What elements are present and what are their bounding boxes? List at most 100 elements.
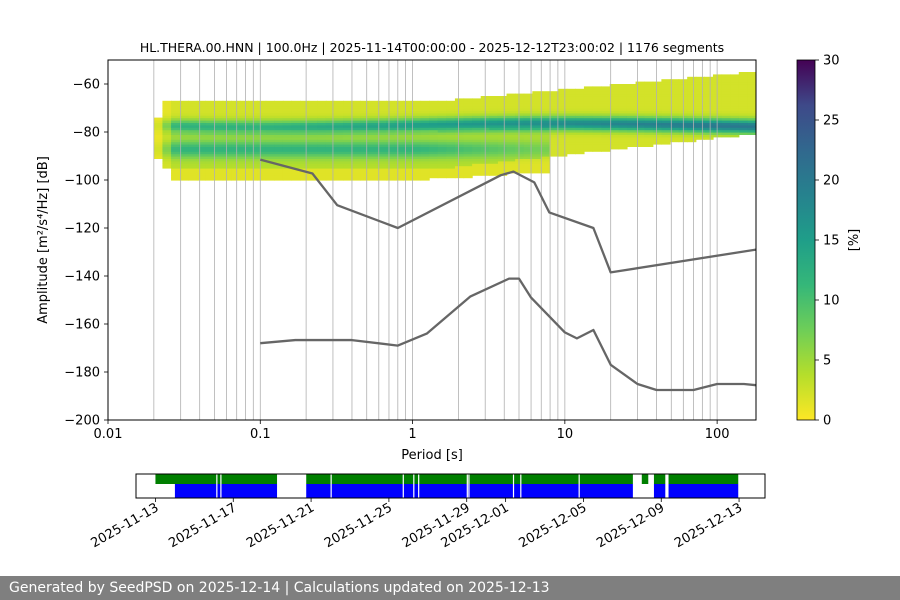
heatmap-cell xyxy=(446,129,456,133)
heatmap-cell xyxy=(687,93,697,97)
heatmap-cell xyxy=(523,112,533,116)
heatmap-cell xyxy=(343,112,353,116)
heatmap-cell xyxy=(626,144,637,147)
heatmap-cell xyxy=(403,105,413,109)
heatmap-cell xyxy=(188,148,198,152)
heatmap-cell xyxy=(171,168,181,171)
heatmap-cell xyxy=(687,127,697,131)
heatmap-cell xyxy=(239,170,250,174)
heatmap-cell xyxy=(644,120,654,123)
heatmap-cell xyxy=(583,105,594,109)
heatmap-cell xyxy=(231,172,241,176)
heatmap-cell xyxy=(420,158,430,162)
heatmap-cell xyxy=(738,132,748,135)
heatmap-cell xyxy=(403,168,413,171)
heatmap-cell xyxy=(360,146,370,150)
heatmap-cell xyxy=(730,93,740,97)
heatmap-cell xyxy=(308,127,318,131)
heatmap-cell xyxy=(222,112,232,116)
heatmap-cell xyxy=(360,105,370,109)
high-noise-model-line xyxy=(259,158,756,274)
heatmap-cell xyxy=(386,105,396,109)
heatmap-cell xyxy=(325,103,336,107)
heatmap-cell xyxy=(506,144,516,147)
heatmap-cell xyxy=(489,122,499,126)
heatmap-cell xyxy=(403,124,413,128)
heatmap-cell xyxy=(738,84,748,87)
heatmap-cell xyxy=(712,100,723,104)
heatmap-cell xyxy=(394,163,404,167)
heatmap-cell xyxy=(231,108,241,111)
heatmap-cell xyxy=(558,132,568,135)
heatmap-cell xyxy=(661,86,671,90)
heatmap-cell xyxy=(558,115,568,119)
heatmap-cell xyxy=(721,105,731,109)
heatmap-cell xyxy=(291,134,301,138)
heatmap-cell xyxy=(601,98,611,102)
heatmap-cell xyxy=(282,141,293,145)
heatmap-cell xyxy=(635,81,645,85)
heatmap-cell xyxy=(171,112,181,116)
heatmap-cell xyxy=(282,151,293,155)
heatmap-cell xyxy=(325,177,336,181)
heatmap-cell xyxy=(704,134,714,138)
heatmap-cell xyxy=(635,86,645,90)
heatmap-cell xyxy=(747,100,756,104)
heatmap-cell xyxy=(454,139,465,143)
heatmap-cell xyxy=(179,105,189,109)
heatmap-cell xyxy=(695,88,705,92)
heatmap-cell xyxy=(609,120,619,123)
heatmap-cell xyxy=(437,115,447,119)
heatmap-cell xyxy=(188,163,198,167)
heatmap-cell xyxy=(575,117,585,121)
heatmap-cell xyxy=(317,129,327,133)
heatmap-cell xyxy=(618,98,628,102)
heatmap-cell xyxy=(532,115,542,119)
heatmap-cell xyxy=(454,108,465,111)
heatmap-cell xyxy=(239,112,250,116)
heatmap-cell xyxy=(325,170,336,174)
heatmap-cell xyxy=(196,170,207,174)
heatmap-cell xyxy=(549,98,559,102)
heatmap-cell xyxy=(334,127,344,131)
availability-gap xyxy=(578,474,580,498)
heatmap-cell xyxy=(712,79,723,83)
heatmap-cell xyxy=(669,122,680,126)
heatmap-cell xyxy=(222,132,232,135)
heatmap-cell xyxy=(162,100,172,104)
heatmap-cell xyxy=(463,141,473,145)
heatmap-cell xyxy=(626,84,637,87)
heatmap-cell xyxy=(162,156,172,159)
heatmap-cell xyxy=(171,103,181,107)
heatmap-cell xyxy=(394,108,404,111)
heatmap-cell xyxy=(162,148,172,152)
heatmap-cell xyxy=(687,96,697,99)
heatmap-cell xyxy=(257,139,267,143)
heatmap-cell xyxy=(300,168,310,171)
heatmap-cell xyxy=(368,127,379,131)
heatmap-cell xyxy=(368,117,379,121)
heatmap-cell xyxy=(463,139,473,143)
heatmap-cell xyxy=(601,129,611,133)
heatmap-cell xyxy=(179,177,189,181)
heatmap-cell xyxy=(661,134,671,138)
heatmap-cell xyxy=(239,122,250,126)
heatmap-cell xyxy=(652,136,662,140)
heatmap-cell xyxy=(523,103,533,107)
heatmap-cell xyxy=(661,136,671,140)
heatmap-cell xyxy=(368,120,379,123)
heatmap-cell xyxy=(300,163,310,167)
heatmap-cell xyxy=(618,144,628,147)
heatmap-cell xyxy=(179,122,189,126)
heatmap-cell xyxy=(429,112,439,116)
heatmap-cell xyxy=(351,129,361,133)
heatmap-cell xyxy=(454,141,465,145)
heatmap-cell xyxy=(420,129,430,133)
heatmap-cell xyxy=(265,158,275,162)
heatmap-cell xyxy=(351,146,361,150)
heatmap-cell xyxy=(325,141,336,145)
heatmap-cell xyxy=(609,136,619,140)
heatmap-cell xyxy=(523,141,533,145)
heatmap-cell xyxy=(265,136,275,140)
heatmap-cell xyxy=(179,146,189,150)
